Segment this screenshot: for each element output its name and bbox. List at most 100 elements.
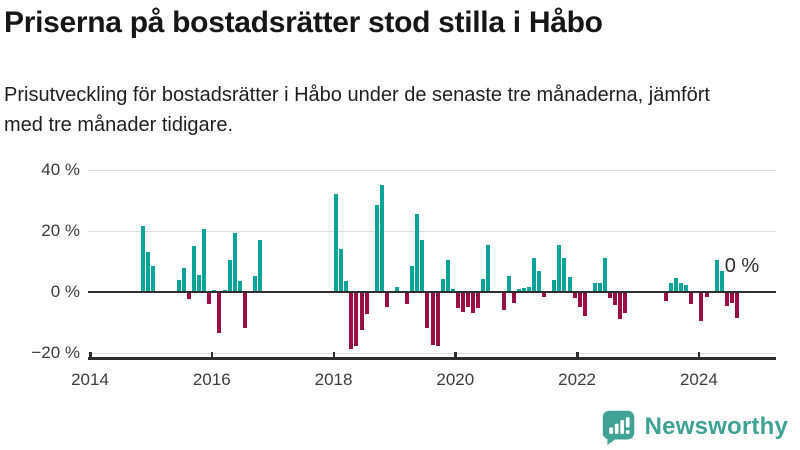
bar-2015-01 [151, 266, 156, 292]
bar-2024-04 [714, 259, 719, 292]
bar-2021-05 [537, 270, 542, 292]
bar-2019-05 [415, 214, 420, 292]
bar-2024-07 [729, 293, 734, 304]
bar-2020-02 [461, 293, 465, 313]
bar-2023-09 [679, 282, 684, 292]
bar-2018-06 [359, 293, 364, 330]
x-axis-tick-2024 [697, 351, 701, 359]
bar-2014-12 [146, 252, 151, 292]
bar-2018-02 [339, 249, 344, 292]
y-axis-label: 0 % [50, 282, 80, 301]
zero-baseline [88, 290, 776, 294]
bar-2019-06 [420, 240, 425, 292]
x-axis-label-2020: 2020 [436, 370, 475, 389]
newsworthy-speech-bubble-bar-chart-icon [602, 410, 634, 445]
bar-2024-06 [724, 293, 729, 307]
bar-2023-08 [674, 278, 679, 292]
x-axis-tick-2018 [332, 351, 336, 359]
x-axis-label-2024: 2024 [679, 370, 718, 389]
bar-2018-03 [344, 281, 349, 292]
bar-2015-08 [187, 293, 191, 300]
bar-2019-01 [395, 287, 400, 292]
bar-2022-02 [582, 293, 587, 316]
bar-2020-07 [486, 244, 491, 292]
bar-2024-01 [699, 293, 704, 322]
bar-2018-10 [379, 185, 384, 292]
bar-2015-10 [197, 275, 202, 292]
bar-2022-10 [623, 293, 628, 313]
bar-2022-08 [613, 293, 618, 306]
bar-2016-09 [252, 276, 257, 292]
newsworthy-logo-text: Newsworthy [644, 412, 788, 440]
bar-2015-06 [176, 279, 181, 292]
bar-2021-03 [526, 287, 531, 292]
bar-2020-05 [476, 293, 481, 309]
bar-2023-10 [684, 284, 689, 292]
bar-2024-02 [704, 293, 709, 297]
bar-2019-04 [410, 266, 415, 292]
x-axis-tick-2014 [89, 351, 92, 359]
gridline-20pct [88, 231, 776, 232]
newsworthy-logo: Newsworthy [600, 408, 788, 445]
bar-2022-01 [577, 293, 582, 307]
bar-2023-11 [689, 293, 694, 305]
bar-2019-09 [435, 293, 440, 347]
bar-2022-07 [608, 293, 613, 298]
bar-2021-10 [562, 257, 567, 292]
bar-2016-10 [258, 240, 263, 292]
x-axis-tick-2022 [576, 351, 579, 359]
y-axis-label: −20 % [31, 343, 80, 362]
bar-2016-06 [237, 280, 242, 292]
bar-2016-02 [217, 293, 222, 333]
bar-2015-11 [202, 229, 207, 292]
bar-2022-04 [592, 282, 597, 292]
bar-2018-04 [349, 293, 354, 350]
latest-value-label: 0 % [724, 255, 760, 277]
bar-2023-06 [663, 293, 668, 301]
x-axis-label-2014: 2014 [71, 370, 109, 389]
gridline-40pct [88, 170, 776, 171]
x-axis-label-2022: 2022 [558, 370, 596, 389]
bar-2024-05 [719, 270, 724, 292]
bar-2021-09 [557, 244, 562, 292]
bar-2021-08 [552, 279, 557, 292]
bar-2016-07 [242, 293, 247, 329]
bar-2015-07 [181, 267, 186, 292]
bar-2018-07 [364, 293, 369, 315]
bar-2019-10 [440, 279, 445, 292]
bar-2020-06 [481, 278, 486, 292]
chart-subtitle: Prisutveckling för bostadsrätter i Håbo … [4, 84, 710, 136]
bar-2020-12 [511, 293, 516, 303]
bar-2016-05 [232, 232, 237, 292]
x-axis-tick-2020 [454, 351, 457, 359]
bar-2021-04 [532, 258, 537, 292]
bar-2021-06 [542, 293, 547, 297]
bar-2018-01 [334, 194, 339, 292]
bar-2020-01 [455, 293, 460, 309]
bar-2022-05 [598, 282, 602, 292]
x-axis-line [88, 357, 776, 360]
bar-2019-11 [445, 260, 450, 292]
bar-2020-10 [501, 293, 506, 311]
bar-2024-08 [734, 293, 739, 318]
bar-2014-11 [141, 226, 146, 292]
bar-2018-11 [384, 293, 389, 307]
bar-2016-04 [227, 259, 232, 292]
bar-2019-12 [450, 288, 455, 292]
bar-2015-09 [192, 246, 197, 292]
bar-2015-12 [207, 293, 212, 304]
bar-2016-03 [222, 289, 227, 292]
bar-2020-11 [506, 275, 511, 292]
bar-2020-04 [471, 293, 476, 314]
gridline--20pct [88, 353, 776, 354]
y-axis-label: 40 % [41, 160, 80, 179]
x-axis-label-2018: 2018 [314, 370, 353, 389]
bar-2019-03 [405, 293, 410, 304]
y-axis-label: 20 % [41, 221, 80, 240]
bar-2018-05 [354, 293, 359, 347]
x-axis-label-2016: 2016 [192, 370, 231, 389]
bar-2022-09 [618, 293, 623, 319]
bar-2021-12 [572, 293, 577, 298]
bar-2022-06 [603, 258, 608, 292]
